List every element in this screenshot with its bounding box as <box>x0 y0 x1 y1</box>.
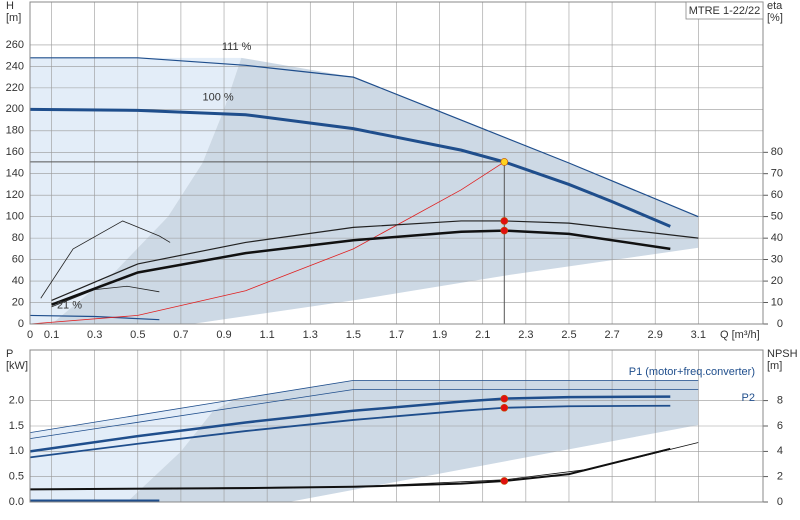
x-tick-label: 0.3 <box>87 329 102 341</box>
duty-point <box>500 477 509 485</box>
y2-axis-label: [m] <box>767 360 782 372</box>
y2-tick-label: 0 <box>777 496 783 508</box>
operating-area <box>127 380 699 502</box>
y-axis-label: [kW] <box>6 360 28 372</box>
operating-area <box>51 57 699 325</box>
x-tick-label: 0.7 <box>173 329 188 341</box>
curve <box>51 285 160 308</box>
y2-tick-label: 2 <box>777 471 783 483</box>
y-axis-label: P <box>6 348 13 360</box>
x-tick-label: 1.1 <box>259 329 274 341</box>
curve <box>29 395 671 453</box>
y2-tick-label: 10 <box>771 296 783 308</box>
duty-point <box>500 394 509 403</box>
x-tick-label: 1.7 <box>389 329 404 341</box>
x-tick-label: 1.9 <box>432 329 447 341</box>
title-box <box>685 1 764 20</box>
operating-area <box>30 57 242 325</box>
plot-frame <box>29 349 764 503</box>
annotation: 100 % <box>202 91 233 103</box>
curve <box>29 404 671 459</box>
y-tick-label: 40 <box>12 275 24 287</box>
y-tick-label: 160 <box>6 146 24 158</box>
y2-tick-label: 0 <box>777 318 783 330</box>
x-tick-label: 2.3 <box>518 329 533 341</box>
duty-point <box>500 158 509 166</box>
legend-label: P1 (motor+freq.converter) <box>629 366 755 378</box>
x-axis-label: Q [m³/h] <box>720 329 760 341</box>
duty-point <box>500 226 509 235</box>
y-tick-label: 80 <box>12 232 24 244</box>
y-tick-label: 20 <box>12 296 24 308</box>
x-tick-label: 0.1 <box>44 329 59 341</box>
curve <box>29 380 699 433</box>
x-tick-label: 2.9 <box>648 329 663 341</box>
y-tick-label: 0.0 <box>9 496 24 508</box>
y-tick-label: 100 <box>6 211 24 223</box>
duty-point <box>500 403 509 412</box>
x-tick-label: 0 <box>27 329 33 341</box>
curve <box>51 220 699 301</box>
y-axis-label: [m] <box>6 12 21 24</box>
y2-tick-label: 60 <box>771 189 783 201</box>
y2-tick-label: 70 <box>771 168 783 180</box>
x-tick-label: 0.9 <box>216 329 231 341</box>
y2-axis-label: eta <box>767 0 783 12</box>
x-tick-label: 0.5 <box>130 329 145 341</box>
y-tick-label: 220 <box>6 82 24 94</box>
y2-axis-label: [%] <box>767 12 783 24</box>
curve <box>30 57 699 218</box>
y-tick-label: 0.5 <box>9 471 24 483</box>
y2-tick-label: 4 <box>777 445 783 457</box>
annotation: 21 % <box>57 300 82 312</box>
y-tick-label: 1.5 <box>9 420 24 432</box>
curve <box>29 447 671 491</box>
y2-tick-label: 80 <box>771 146 783 158</box>
y-tick-label: 0 <box>18 318 24 330</box>
y-tick-label: 140 <box>6 168 24 180</box>
y2-tick-label: 20 <box>771 275 783 287</box>
duty-point <box>500 217 509 225</box>
curve <box>29 161 505 325</box>
plot-frame <box>29 1 764 325</box>
legend-label: P2 <box>742 392 755 404</box>
curve <box>29 389 699 440</box>
y-tick-label: 180 <box>6 125 24 137</box>
y-tick-label: 2.0 <box>9 395 24 407</box>
y-tick-label: 60 <box>12 254 24 266</box>
curve <box>40 220 171 299</box>
y2-tick-label: 6 <box>777 420 783 432</box>
chart-title: MTRE 1-22/22 <box>689 5 761 17</box>
curve <box>29 314 160 321</box>
y2-tick-label: 40 <box>771 232 783 244</box>
y-tick-label: 240 <box>6 60 24 72</box>
curve <box>51 229 671 306</box>
y-tick-label: 1.0 <box>9 445 24 457</box>
y2-tick-label: 30 <box>771 254 783 266</box>
y-tick-label: 260 <box>6 39 24 51</box>
curve <box>29 107 671 228</box>
y-axis-label: H <box>6 0 14 12</box>
x-tick-label: 3.1 <box>691 329 706 341</box>
x-tick-label: 2.7 <box>604 329 619 341</box>
x-tick-label: 1.5 <box>346 329 361 341</box>
y2-tick-label: 8 <box>777 395 783 407</box>
y-tick-label: 200 <box>6 103 24 115</box>
annotation: 111 % <box>222 41 252 53</box>
y-tick-label: 120 <box>6 189 24 201</box>
x-tick-label: 2.5 <box>561 329 576 341</box>
y2-tick-label: 50 <box>771 211 783 223</box>
y2-axis-label: NPSH <box>767 348 798 360</box>
x-tick-label: 1.3 <box>303 329 318 341</box>
x-tick-label: 2.1 <box>475 329 490 341</box>
